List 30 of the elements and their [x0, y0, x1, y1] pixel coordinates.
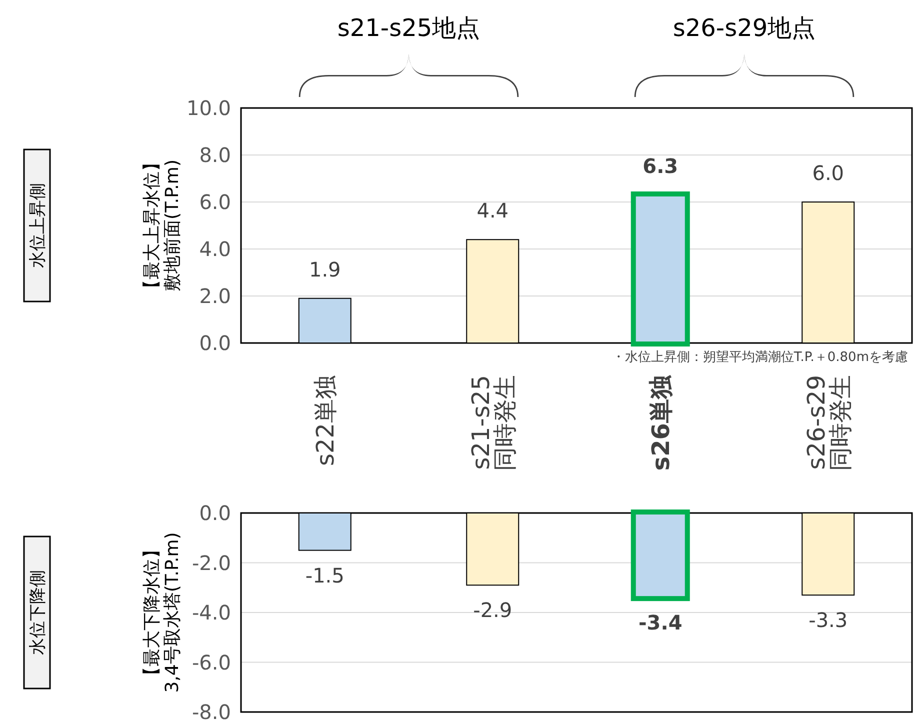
data-label: 1.9	[308, 257, 341, 282]
y-tick-label: 2.0	[199, 284, 231, 308]
y-tick-label: 8.0	[199, 143, 231, 167]
y-tick-label: 4.0	[199, 237, 231, 261]
y-tick-label: 0.0	[199, 331, 231, 355]
y-axis-title: 【最大上昇水位】敷地前面(T.P.m)	[141, 154, 183, 298]
data-label: 6.3	[642, 154, 678, 178]
x-tick-label: s26-s29 同時発生	[802, 375, 855, 471]
text: s26-s29地点	[672, 14, 816, 42]
data-label: -2.9	[473, 598, 512, 622]
y-tick-label: -2.0	[192, 550, 231, 575]
text: ・水位上昇側：朔望平均満潮位T.P.＋0.80mを考慮	[612, 350, 908, 365]
data-label: 6.0	[812, 161, 844, 185]
data-label: -3.4	[638, 610, 682, 635]
x-tick-label: s22単独	[311, 375, 340, 466]
data-label: -3.3	[808, 608, 848, 632]
y-tick-label: 6.0	[199, 190, 231, 214]
text: 水位上昇側	[28, 183, 48, 268]
y-tick-label: -8.0	[192, 700, 231, 724]
x-tick-label: s21-s25 同時発生	[467, 375, 520, 471]
y-tick-label: -6.0	[192, 650, 231, 674]
y-tick-label: 0.0	[199, 501, 231, 525]
y-tick-label: 10.0	[186, 96, 231, 120]
text: s21-s25地点	[337, 14, 480, 42]
data-label: 4.4	[476, 198, 509, 223]
data-label: -1.5	[305, 563, 344, 588]
x-tick-label: s26単独	[646, 374, 675, 471]
text: 水位下降側	[28, 570, 48, 655]
y-tick-label: -4.0	[192, 600, 231, 624]
y-axis-title: 【最大下降水位】3,4号取水塔(T.P.m)	[141, 532, 183, 693]
